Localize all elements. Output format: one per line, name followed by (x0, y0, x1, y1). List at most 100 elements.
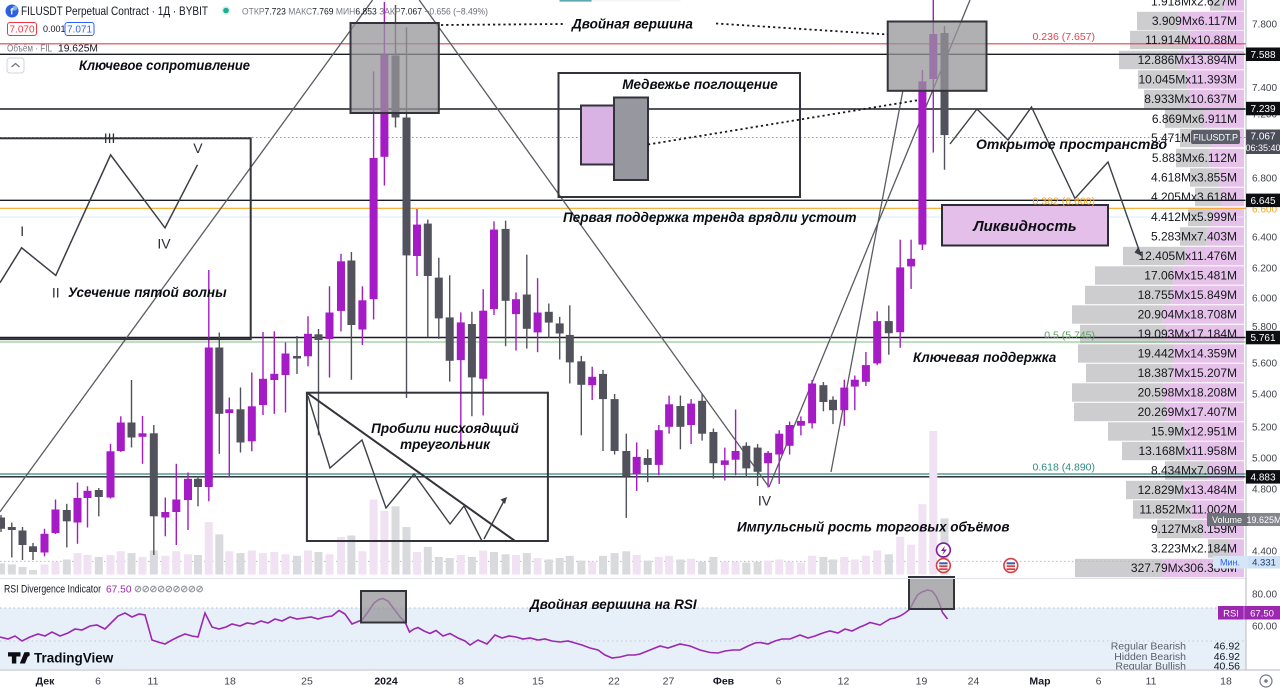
svg-text:IV: IV (157, 236, 171, 252)
svg-text:Медвежье поглощение: Медвежье поглощение (622, 77, 778, 92)
svg-text:15: 15 (532, 676, 544, 688)
svg-text:f: f (10, 7, 14, 17)
svg-text:46.92: 46.92 (1214, 641, 1240, 653)
svg-text:18: 18 (224, 676, 236, 688)
svg-text:Ключевая поддержка: Ключевая поддержка (913, 350, 1057, 365)
svg-text:Усечение пятой волны: Усечение пятой волны (68, 285, 227, 300)
svg-text:4.205Мx3.618М: 4.205Мx3.618М (1151, 190, 1237, 204)
svg-text:15.9Мx12.951М: 15.9Мx12.951М (1151, 425, 1237, 439)
svg-text:12: 12 (838, 676, 850, 688)
svg-text:Открытое пространство: Открытое пространство (976, 136, 1167, 152)
svg-text:Двойная вершина: Двойная вершина (571, 17, 693, 32)
svg-text:Фев: Фев (713, 676, 735, 688)
svg-text:треугольник: треугольник (400, 437, 491, 452)
svg-text:6.200: 6.200 (1252, 264, 1277, 275)
svg-text:6: 6 (95, 676, 101, 688)
svg-text:20.269Мx17.407М: 20.269Мx17.407М (1138, 405, 1237, 419)
svg-text:0.618 (4.890): 0.618 (4.890) (1033, 461, 1095, 473)
svg-text:7.588: 7.588 (1250, 50, 1275, 61)
svg-text:40.56: 40.56 (1214, 660, 1240, 672)
svg-text:6.800: 6.800 (1252, 174, 1277, 185)
svg-text:0.5 (5.745): 0.5 (5.745) (1044, 330, 1095, 342)
svg-text:4.331: 4.331 (1252, 558, 1276, 569)
svg-text:Ликвидность: Ликвидность (972, 218, 1076, 235)
svg-text:67.50: 67.50 (1250, 609, 1274, 620)
svg-text:18.755Мx15.849М: 18.755Мx15.849М (1138, 288, 1237, 302)
svg-text:Regular Bearish: Regular Bearish (1111, 641, 1186, 653)
svg-text:7.067: 7.067 (1250, 132, 1275, 143)
svg-text:Дек: Дек (36, 676, 55, 688)
svg-text:5.600: 5.600 (1252, 359, 1277, 370)
svg-text:10.045Мx11.393М: 10.045Мx11.393М (1138, 73, 1237, 87)
svg-text:67.50: 67.50 (106, 585, 132, 596)
svg-text:11.914Мx10.88М: 11.914Мx10.88М (1145, 33, 1237, 47)
svg-text:FILUSDT.P: FILUSDT.P (1193, 133, 1238, 143)
svg-text:Двойная вершина на RSI: Двойная вершина на RSI (529, 597, 697, 612)
svg-text:19.625М: 19.625М (58, 44, 98, 55)
svg-text:327.79Мx306.386М: 327.79Мx306.386М (1131, 561, 1237, 575)
svg-text:11: 11 (1146, 676, 1157, 688)
svg-text:6.000: 6.000 (1252, 294, 1277, 305)
svg-text:RSI: RSI (1223, 609, 1239, 620)
svg-text:6.400: 6.400 (1252, 233, 1277, 244)
svg-text:19.625М: 19.625М (1246, 515, 1280, 525)
svg-text:2024: 2024 (374, 676, 398, 688)
svg-text:7.071: 7.071 (67, 25, 92, 36)
svg-text:17.06Мx15.481М: 17.06Мx15.481М (1144, 269, 1237, 283)
svg-text:V: V (193, 140, 203, 156)
svg-text:4.618Мx3.855М: 4.618Мx3.855М (1151, 171, 1237, 185)
svg-text:4.412Мx5.999М: 4.412Мx5.999М (1151, 210, 1237, 224)
svg-text:12.886Мx13.894М: 12.886Мx13.894М (1138, 53, 1237, 67)
svg-text:06:35:40: 06:35:40 (1245, 143, 1280, 153)
svg-text:5.283Мx7.403М: 5.283Мx7.403М (1151, 230, 1237, 244)
svg-text:7.800: 7.800 (1252, 20, 1277, 31)
svg-text:19.093Мx17.184М: 19.093Мx17.184М (1138, 327, 1237, 341)
svg-text:Первая поддержка тренда врядли: Первая поддержка тренда врядли устоит (563, 210, 857, 225)
svg-text:Ключевое сопротивление: Ключевое сопротивление (79, 57, 250, 73)
svg-text:0.236 (7.657): 0.236 (7.657) (1033, 31, 1095, 43)
svg-text:6.869Мx6.911М: 6.869Мx6.911М (1152, 112, 1237, 126)
svg-text:12.829Мx13.484М: 12.829Мx13.484М (1138, 483, 1237, 497)
svg-text:Hidden Bearish: Hidden Bearish (1114, 651, 1186, 663)
svg-text:24: 24 (968, 676, 980, 688)
svg-text:25: 25 (301, 676, 313, 688)
svg-text:RSI Divergence Indicator: RSI Divergence Indicator (4, 584, 101, 596)
svg-text:5.883Мx6.112М: 5.883Мx6.112М (1152, 151, 1237, 165)
svg-text:8.933Мx10.637М: 8.933Мx10.637М (1144, 92, 1237, 106)
svg-text:4.800: 4.800 (1252, 485, 1277, 496)
svg-text:Объём · FIL: Объём · FIL (7, 44, 52, 55)
svg-text:Regular Bullish: Regular Bullish (1115, 660, 1186, 672)
svg-text:18: 18 (1220, 676, 1232, 688)
svg-text:20.904Мx18.708М: 20.904Мx18.708М (1138, 308, 1237, 322)
svg-text:Volume: Volume (1212, 515, 1242, 525)
svg-text:III: III (104, 130, 116, 146)
svg-text:5.200: 5.200 (1252, 423, 1277, 434)
svg-text:7.400: 7.400 (1252, 83, 1277, 94)
svg-text:7.239: 7.239 (1250, 104, 1275, 115)
svg-text:13.168Мx11.958М: 13.168Мx11.958М (1138, 444, 1237, 458)
svg-text:6.645: 6.645 (1250, 196, 1275, 207)
svg-text:IV: IV (758, 493, 772, 509)
svg-text:80.00: 80.00 (1252, 590, 1277, 601)
svg-text:60.00: 60.00 (1252, 622, 1277, 633)
svg-text:8: 8 (458, 676, 464, 688)
svg-text:0.001: 0.001 (43, 24, 66, 34)
svg-text:7.070: 7.070 (9, 25, 34, 36)
svg-text:TradingView: TradingView (34, 651, 114, 666)
svg-text:22: 22 (608, 676, 620, 688)
svg-text:1.918Мx2.627М: 1.918Мx2.627М (1151, 0, 1237, 9)
svg-text:19: 19 (916, 676, 928, 688)
svg-text:20.598Мx18.208М: 20.598Мx18.208М (1138, 386, 1237, 400)
svg-text:3.223Мx2.184М: 3.223Мx2.184М (1151, 542, 1237, 556)
svg-text:5.761: 5.761 (1250, 333, 1275, 344)
svg-text:12.405Мx11.476М: 12.405Мx11.476М (1138, 249, 1237, 263)
svg-text:ОТКР7.723 МАКС7.769 МИН6.853 З: ОТКР7.723 МАКС7.769 МИН6.853 ЗАКР7.067 −… (242, 7, 488, 18)
svg-text:Мин.: Мин. (1220, 558, 1240, 568)
svg-text:11: 11 (148, 676, 159, 688)
svg-text:6: 6 (1096, 676, 1102, 688)
svg-text:Мар: Мар (1029, 676, 1050, 688)
svg-text:3.909Мx6.117М: 3.909Мx6.117М (1152, 14, 1237, 28)
svg-text:I: I (20, 223, 24, 239)
svg-text:Импульсный рость торговых объё: Импульсный рость торговых объёмов (737, 520, 1010, 535)
svg-text:5.800: 5.800 (1252, 322, 1277, 333)
